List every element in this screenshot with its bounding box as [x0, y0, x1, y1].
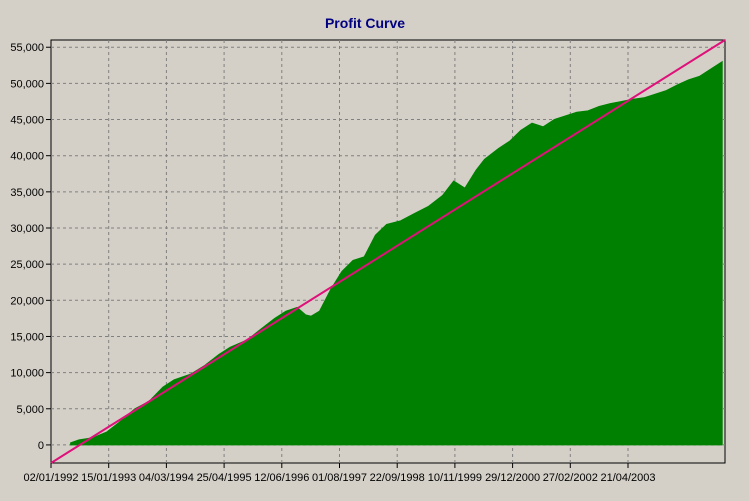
y-tick-label: 45,000: [10, 115, 44, 127]
x-axis: 02/01/1992 15/01/1993 04/03/1994 25/04/1995…: [23, 463, 656, 484]
y-tick-label: 50,000: [10, 78, 44, 90]
x-tick-label: 12/06/1996: [254, 472, 309, 484]
x-tick-label: 01/08/1997: [312, 472, 367, 484]
y-tick-label: 5,000: [16, 404, 44, 416]
x-tick-label: 15/01/1993: [81, 472, 136, 484]
y-tick-label: 25,000: [10, 259, 44, 271]
y-axis: 55,000 50,000 45,000 40,000 35,000 30,000 25,0…: [10, 42, 51, 452]
y-tick-label: 30,000: [10, 223, 44, 235]
y-tick-label: 0: [38, 440, 44, 452]
y-tick-label: 35,000: [10, 187, 44, 199]
trend-line-series: [50, 39, 726, 464]
y-tick-label: 55,000: [10, 42, 44, 54]
x-tick-label: 22/09/1998: [370, 472, 425, 484]
x-tick-label: 29/12/2000: [485, 472, 540, 484]
y-tick-label: 15,000: [10, 331, 44, 343]
x-tick-label: 02/01/1992: [23, 472, 78, 484]
y-tick-label: 10,000: [10, 368, 44, 380]
chart-title: Profit Curve: [325, 15, 405, 31]
y-tick-label: 20,000: [10, 295, 44, 307]
x-tick-label: 10/11/1999: [428, 472, 482, 484]
x-tick-label: 21/04/2003: [600, 472, 655, 484]
trend-line: [50, 39, 726, 464]
x-tick-label: 25/04/1995: [197, 472, 252, 484]
x-tick-label: 04/03/1994: [139, 472, 194, 484]
x-tick-label: 27/02/2002: [543, 472, 598, 484]
y-tick-label: 40,000: [10, 151, 44, 163]
